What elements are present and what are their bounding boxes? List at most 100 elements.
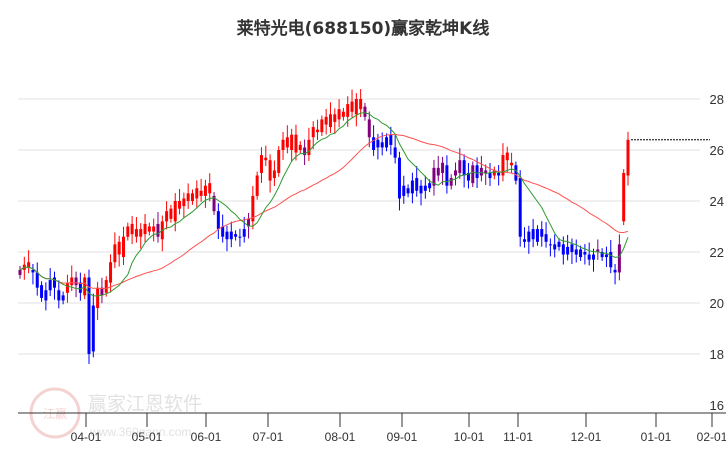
candle <box>186 183 190 209</box>
candle <box>121 226 125 266</box>
candle <box>328 102 332 133</box>
candle-body <box>212 195 216 212</box>
candle-body <box>109 262 113 283</box>
candle-body <box>61 295 65 301</box>
x-tick-label: 04-01 <box>71 430 102 444</box>
candle <box>40 281 44 302</box>
candle <box>492 166 496 180</box>
candle-body <box>264 157 268 161</box>
candle <box>61 291 65 305</box>
candle-body <box>74 277 78 286</box>
candle <box>462 154 466 188</box>
candle-body <box>479 167 483 176</box>
candle <box>264 145 268 167</box>
candle <box>501 143 505 182</box>
candle-body <box>169 208 173 219</box>
candle-body <box>173 201 177 222</box>
candle <box>147 222 151 236</box>
candle <box>436 155 440 182</box>
candle <box>531 219 535 248</box>
candle <box>324 108 328 135</box>
candle-body <box>134 229 138 237</box>
candle <box>57 280 61 309</box>
candle-body <box>372 137 376 150</box>
candle-body <box>393 147 397 158</box>
candle-body <box>488 172 492 179</box>
candle <box>479 155 483 182</box>
candle-body <box>523 239 527 242</box>
candle-body <box>190 193 194 201</box>
candle-body <box>117 241 121 255</box>
candle <box>182 192 186 219</box>
candle <box>393 135 397 164</box>
candle <box>505 146 509 173</box>
candle <box>592 248 596 272</box>
candle <box>497 165 501 186</box>
candle-body <box>341 111 345 117</box>
candle-body <box>298 144 302 150</box>
candle <box>96 281 100 321</box>
candle-body <box>471 165 475 184</box>
candle-body <box>156 223 160 237</box>
candle <box>320 115 324 136</box>
candle <box>169 204 173 223</box>
candle <box>540 221 544 247</box>
candle <box>225 225 229 252</box>
candle-body <box>596 249 600 252</box>
candle <box>156 211 160 243</box>
candle <box>290 128 294 162</box>
candle <box>523 227 527 248</box>
candle <box>449 174 453 190</box>
candle-body <box>96 287 100 309</box>
candle-body <box>126 226 130 237</box>
candle <box>510 152 514 174</box>
candle-body <box>208 183 212 194</box>
candle <box>160 215 164 252</box>
candle <box>272 160 276 186</box>
candle-body <box>359 99 363 110</box>
candle-body <box>268 160 272 181</box>
candle <box>385 133 389 152</box>
candle-body <box>548 244 552 246</box>
candle-body <box>557 241 561 247</box>
candle <box>613 263 617 285</box>
candle <box>242 217 246 243</box>
y-tick-label: 20 <box>710 296 724 311</box>
candle-body <box>316 129 320 133</box>
y-tick-label: 26 <box>710 143 724 158</box>
candle-body <box>454 170 458 176</box>
candle <box>139 223 143 249</box>
candle <box>341 107 345 121</box>
candle-body <box>57 290 61 301</box>
candle-body <box>328 114 332 128</box>
candle-body <box>255 175 259 196</box>
candle <box>178 189 182 215</box>
candle <box>432 159 436 196</box>
candle-body <box>333 114 337 122</box>
candle-body <box>290 134 294 150</box>
candle-body <box>626 139 630 176</box>
candle <box>518 170 522 247</box>
candle-body <box>497 172 501 176</box>
candle <box>535 225 539 246</box>
candle-body <box>44 290 48 301</box>
candle <box>109 254 113 293</box>
candle-body <box>445 165 449 186</box>
candle-body <box>48 280 52 291</box>
candle <box>389 126 393 155</box>
candle <box>221 214 225 243</box>
candle-body <box>147 226 151 232</box>
candle <box>44 282 48 311</box>
candle-body <box>285 137 289 148</box>
candle <box>130 216 134 245</box>
candle <box>113 232 117 269</box>
candle-body <box>203 185 207 196</box>
candle-body <box>277 150 281 173</box>
candle <box>445 155 449 194</box>
candle <box>583 244 587 265</box>
candle <box>259 147 263 183</box>
candle-body <box>458 160 462 173</box>
x-tick-label: 02-01 <box>697 430 726 444</box>
candle <box>307 127 311 161</box>
